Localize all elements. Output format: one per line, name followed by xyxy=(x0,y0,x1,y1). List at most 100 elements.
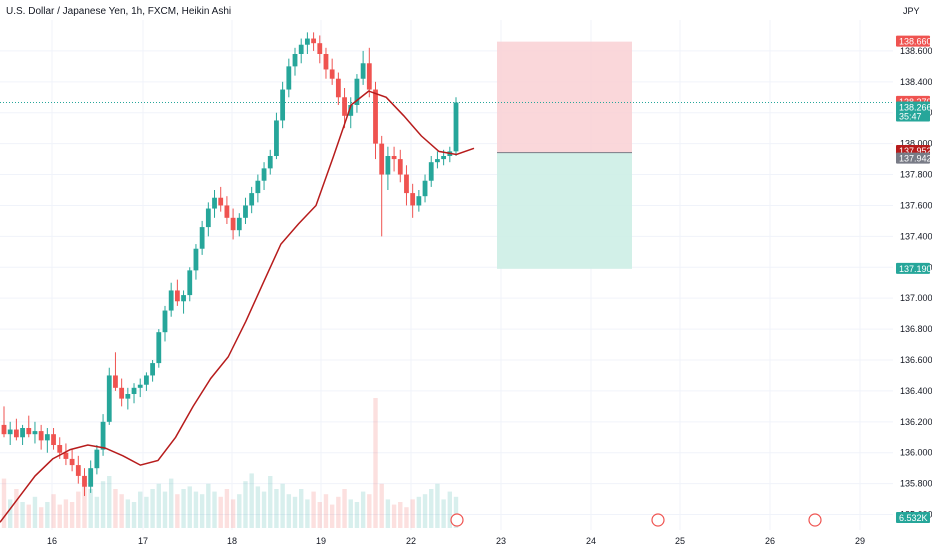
stop-loss-zone xyxy=(497,41,632,153)
candle-body xyxy=(174,290,180,302)
y-tick-label: 135.800 xyxy=(900,479,932,489)
candle-body xyxy=(106,375,112,422)
candle-body xyxy=(88,468,94,487)
volume-bar xyxy=(292,496,298,528)
x-tick-label: 18 xyxy=(227,536,237,546)
volume-bar xyxy=(317,502,322,528)
candle-body xyxy=(317,43,323,54)
volume-bar xyxy=(398,502,403,528)
volume-bar xyxy=(354,502,360,528)
volume-bar xyxy=(125,499,131,528)
candle-body xyxy=(230,217,236,231)
y-tick-label: 136.200 xyxy=(900,417,932,427)
flag-icon xyxy=(651,513,665,527)
y-tick-label: 137.400 xyxy=(900,231,932,241)
volume-bar xyxy=(144,496,149,528)
volume-bar xyxy=(274,489,279,528)
volume-bar xyxy=(63,499,69,528)
volume-bar xyxy=(14,489,19,528)
volume-bar xyxy=(410,499,415,528)
volume-bar xyxy=(342,489,347,528)
candle-body xyxy=(137,384,143,388)
candle-body xyxy=(75,465,81,476)
y-tick-label: 138.000 xyxy=(900,139,932,149)
y-tick-label: 138.600 xyxy=(900,46,932,56)
candle-body xyxy=(304,38,310,45)
volume-bar xyxy=(286,494,292,528)
volume-bar xyxy=(441,499,446,528)
volume-bar xyxy=(45,502,50,528)
candle-body xyxy=(26,428,32,435)
candle-body xyxy=(385,156,391,175)
candle-body xyxy=(13,429,19,438)
candle-body xyxy=(113,375,118,388)
y-tick-label: 136.800 xyxy=(900,324,932,334)
y-tick-label: 137.600 xyxy=(900,200,932,210)
volume-bar xyxy=(435,483,440,528)
price-tag xyxy=(896,152,930,164)
candle-body xyxy=(360,63,366,79)
volume-bar xyxy=(447,491,453,528)
candle-body xyxy=(354,78,360,105)
price-tag xyxy=(896,262,930,274)
volume-bar xyxy=(379,483,384,528)
candle-body xyxy=(249,193,255,206)
candle-body xyxy=(44,434,50,441)
candle-body xyxy=(373,89,378,144)
flag-icon xyxy=(808,513,822,527)
volume-bar xyxy=(255,486,261,528)
volume-bar xyxy=(69,502,75,528)
x-tick-label: 16 xyxy=(47,536,57,546)
candle-body xyxy=(156,332,162,364)
volume-bar xyxy=(249,473,254,528)
volume-bar xyxy=(311,491,316,528)
candle-body xyxy=(199,227,205,249)
candle-body xyxy=(267,156,273,169)
candle-body xyxy=(261,168,267,181)
candle-body xyxy=(38,431,44,441)
volume-bar xyxy=(138,491,143,528)
volume-bar xyxy=(76,491,81,528)
volume-bar xyxy=(94,496,100,528)
candle-body xyxy=(311,38,316,44)
volume-bar xyxy=(336,496,341,528)
volume-bar xyxy=(367,494,372,528)
candle-body xyxy=(144,375,149,385)
volume-bar xyxy=(212,491,217,528)
candle-body xyxy=(404,174,409,194)
candle-body xyxy=(51,434,56,445)
volume-bar xyxy=(404,507,409,528)
candle-body xyxy=(366,63,372,90)
candle-body xyxy=(32,431,38,435)
candle-body xyxy=(82,475,87,487)
candle-body xyxy=(125,394,131,399)
chart-title: U.S. Dollar / Japanese Yen, 1h, FXCM, He… xyxy=(6,6,232,17)
moving-average-line xyxy=(0,90,475,523)
candle-body xyxy=(224,205,230,218)
x-tick-label: 22 xyxy=(406,536,416,546)
volume-bar xyxy=(168,478,174,528)
candle-body xyxy=(181,295,186,302)
volume-bar xyxy=(113,489,118,528)
candle-body xyxy=(131,387,137,394)
volume-tag-label: 6.532K xyxy=(899,513,928,523)
y-tick-label: 136.400 xyxy=(900,386,932,396)
candle-body xyxy=(20,428,25,438)
x-tick-label: 29 xyxy=(855,536,865,546)
candle-body xyxy=(286,66,292,90)
candle-body xyxy=(57,445,63,453)
volume-bar xyxy=(193,491,199,528)
x-tick-label: 17 xyxy=(138,536,148,546)
volume-bar xyxy=(268,476,273,528)
candle-body xyxy=(335,78,341,98)
volume-bar xyxy=(422,494,428,528)
candle-body xyxy=(255,180,261,194)
candle-body xyxy=(428,162,434,181)
candle-body xyxy=(274,120,279,156)
volume-bar xyxy=(348,499,353,528)
candle-body xyxy=(323,54,329,70)
candle-body xyxy=(150,363,156,376)
volume-bar xyxy=(187,486,192,528)
candle-body xyxy=(391,156,397,160)
